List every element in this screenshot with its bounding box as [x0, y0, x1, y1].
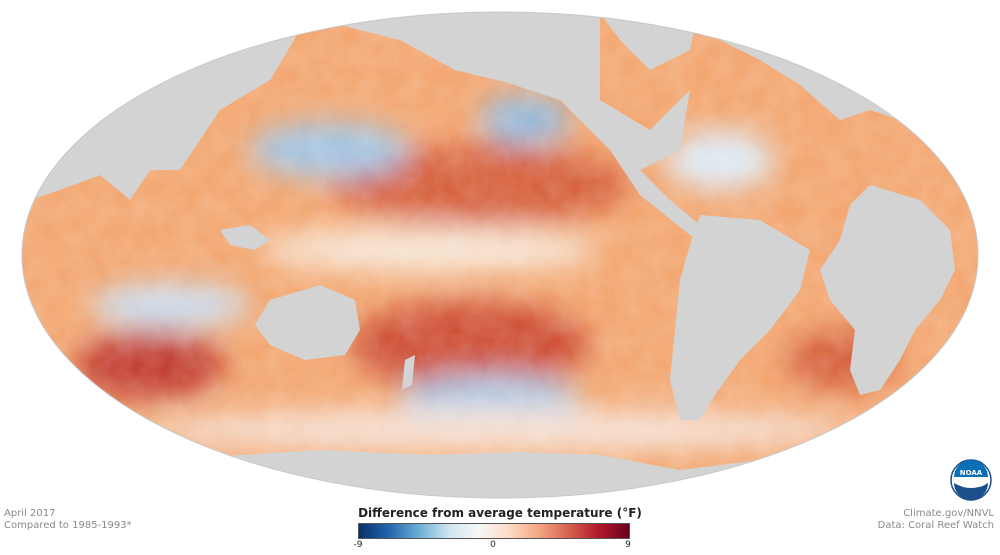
- legend-title: Difference from average temperature (°F): [358, 506, 642, 520]
- date-label: April 2017: [4, 508, 56, 519]
- legend-mid-label: 0: [490, 540, 496, 550]
- globe-outline: [21, 11, 979, 499]
- noaa-logo: NOAA: [950, 459, 992, 501]
- land-africa: [820, 185, 955, 395]
- legend-max-label: 9: [625, 540, 631, 550]
- land-north-america: [60, 12, 720, 260]
- land-australia: [255, 285, 360, 360]
- color-legend: Difference from average temperature (°F)…: [338, 506, 662, 554]
- date-caption: April 2017 Compared to 1985-1993*: [4, 508, 132, 532]
- legend-min-label: -9: [353, 540, 363, 550]
- land-south-america: [670, 215, 810, 420]
- noaa-logo-text: NOAA: [960, 469, 983, 477]
- land-new-zealand: [402, 355, 415, 390]
- land-indonesia: [220, 225, 270, 250]
- credit-label: Climate.gov/NNVL: [903, 508, 994, 519]
- data-source-label: Data: Coral Reef Watch: [877, 520, 994, 531]
- legend-color-bar: [358, 523, 630, 539]
- baseline-label: Compared to 1985-1993*: [4, 520, 132, 531]
- world-map: [21, 11, 979, 499]
- source-caption: Climate.gov/NNVL Data: Coral Reef Watch: [878, 508, 994, 532]
- globe: [22, 12, 978, 498]
